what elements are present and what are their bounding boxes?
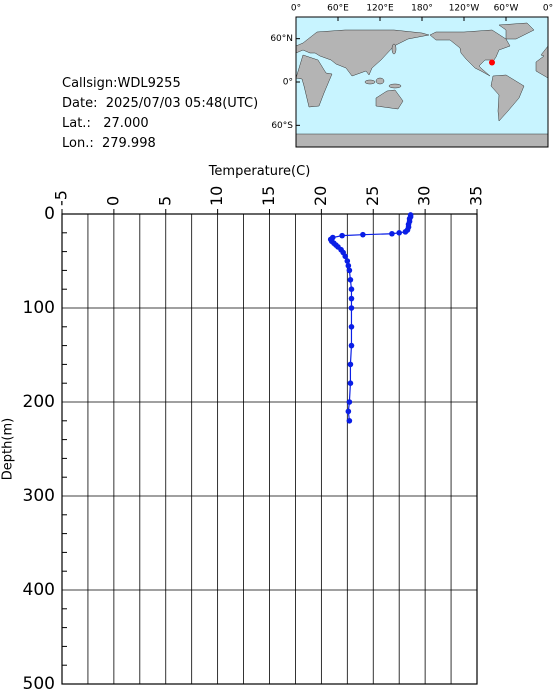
x-tick-label: 25 bbox=[363, 186, 382, 206]
map-x-tick-label: 60°E bbox=[327, 4, 349, 14]
y-tick-label: 200 bbox=[23, 392, 55, 412]
callsign: Callsign:WDL9255 bbox=[62, 76, 181, 91]
y-tick-label: 300 bbox=[23, 486, 55, 506]
profile-chart: -5 0 5 10 15 20 25 30 350100200300400500Temperat… bbox=[1, 164, 486, 694]
map-x-tick-label: 120°W bbox=[449, 4, 480, 14]
x-tick-label: 20 bbox=[311, 186, 330, 206]
map-y-tick-label: 60°S bbox=[271, 121, 293, 131]
map-x-tick-label: 180° bbox=[411, 4, 433, 14]
x-tick-label: 35 bbox=[467, 186, 486, 206]
longitude: Lon.: 279.998 bbox=[62, 136, 156, 151]
date: Date: 2025/07/03 05:48(UTC) bbox=[62, 96, 258, 111]
profile-point bbox=[402, 229, 409, 235]
profile-point bbox=[342, 253, 349, 260]
map-y-tick-label: 60°N bbox=[270, 34, 293, 44]
y-tick-label: 0 bbox=[44, 204, 55, 224]
profile-point bbox=[347, 277, 354, 283]
profile-line bbox=[329, 214, 412, 421]
map-x-tick-label: 60°W bbox=[494, 4, 519, 14]
y-tick-label: 100 bbox=[23, 298, 55, 318]
profile-point bbox=[348, 342, 355, 349]
profile-point bbox=[346, 399, 353, 405]
profile-point bbox=[347, 380, 354, 387]
plot-frame bbox=[61, 213, 478, 685]
latitude: Lat.: 27.000 bbox=[62, 116, 149, 131]
map-x-tick-label: 0° bbox=[543, 4, 553, 14]
profile-point bbox=[360, 231, 366, 238]
map-x-tick-label: 0° bbox=[291, 4, 301, 14]
profile-point bbox=[346, 267, 353, 274]
profile-point bbox=[396, 230, 402, 236]
station-marker bbox=[488, 59, 495, 66]
y-tick-label: 400 bbox=[23, 580, 55, 600]
profile-point bbox=[348, 295, 355, 302]
profile-point bbox=[347, 361, 354, 368]
land bbox=[295, 22, 549, 148]
profile-point bbox=[346, 418, 353, 424]
x-axis-title: Temperature(C) bbox=[208, 164, 311, 179]
x-tick-label: 0 bbox=[103, 196, 122, 206]
profile-point bbox=[348, 286, 355, 293]
profile-point bbox=[345, 408, 352, 415]
y-tick-label: 500 bbox=[23, 674, 55, 690]
profile-point bbox=[344, 258, 351, 264]
profile-point bbox=[348, 305, 355, 311]
x-tick-label: 15 bbox=[259, 186, 278, 206]
profile-point bbox=[345, 262, 352, 269]
map-y-tick-label: 0° bbox=[283, 78, 293, 88]
x-tick-label: 10 bbox=[207, 186, 226, 206]
profile-point bbox=[339, 232, 345, 239]
profile-point bbox=[389, 230, 395, 237]
x-tick-label: -5 bbox=[52, 190, 71, 206]
y-axis-title: Depth(m) bbox=[1, 418, 16, 480]
x-tick-label: 5 bbox=[155, 196, 174, 206]
x-tick-label: 30 bbox=[415, 186, 434, 206]
profile-point bbox=[348, 324, 355, 330]
map-x-tick-label: 120°E bbox=[366, 4, 394, 14]
map: 0° 60°E 120°E 180° 120°W 60°W 0° 60°N 0° 60°S bbox=[270, 4, 553, 148]
